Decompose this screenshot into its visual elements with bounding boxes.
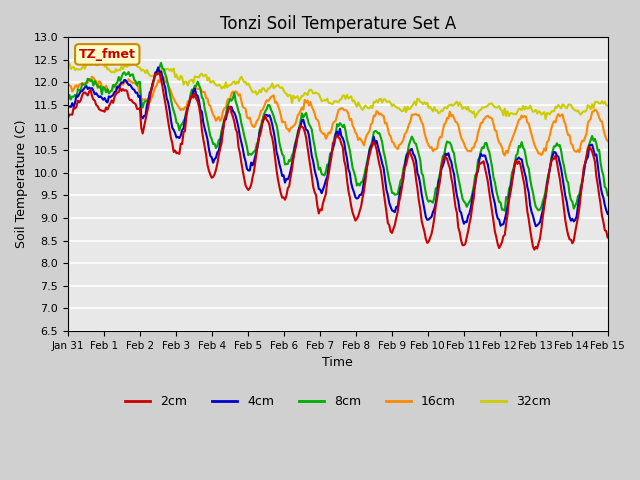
- Text: TZ_fmet: TZ_fmet: [79, 48, 136, 61]
- X-axis label: Time: Time: [323, 356, 353, 369]
- Y-axis label: Soil Temperature (C): Soil Temperature (C): [15, 120, 28, 248]
- Legend: 2cm, 4cm, 8cm, 16cm, 32cm: 2cm, 4cm, 8cm, 16cm, 32cm: [120, 390, 556, 413]
- Title: Tonzi Soil Temperature Set A: Tonzi Soil Temperature Set A: [220, 15, 456, 33]
